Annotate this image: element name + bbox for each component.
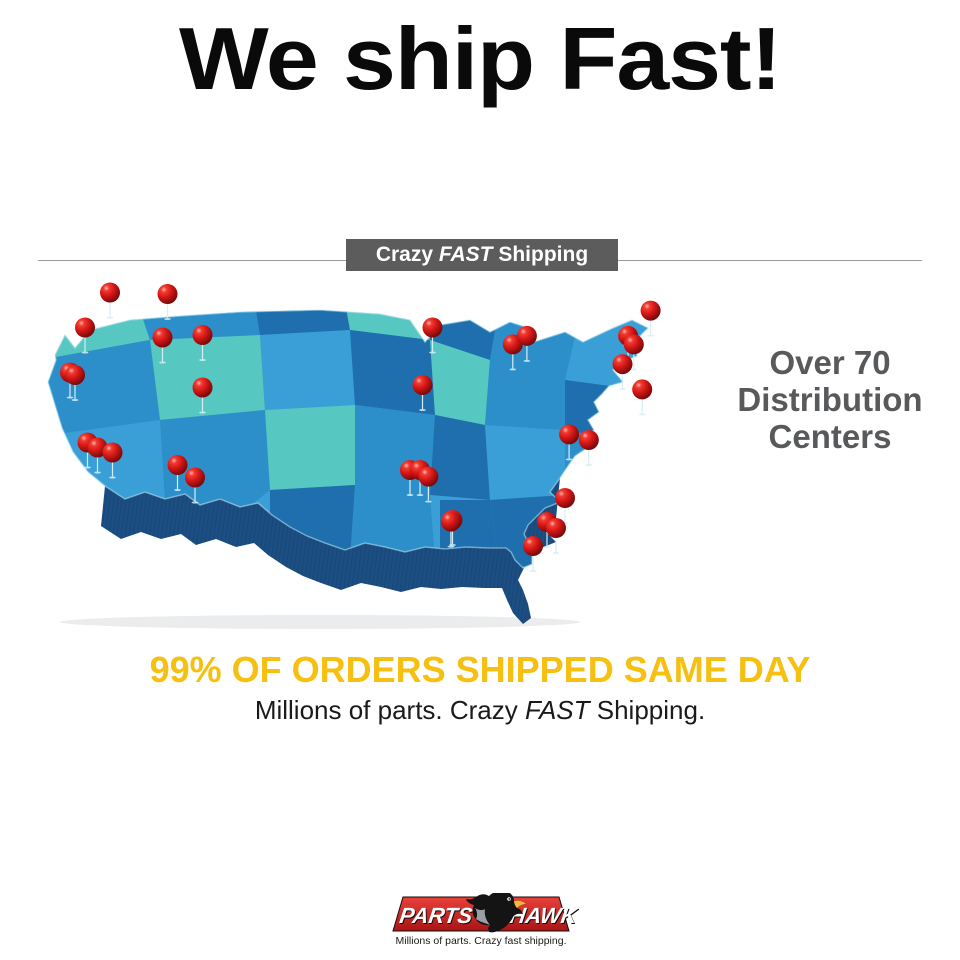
svg-text:PARTS: PARTS	[398, 903, 474, 928]
svg-text:HAWK: HAWK	[508, 903, 579, 928]
